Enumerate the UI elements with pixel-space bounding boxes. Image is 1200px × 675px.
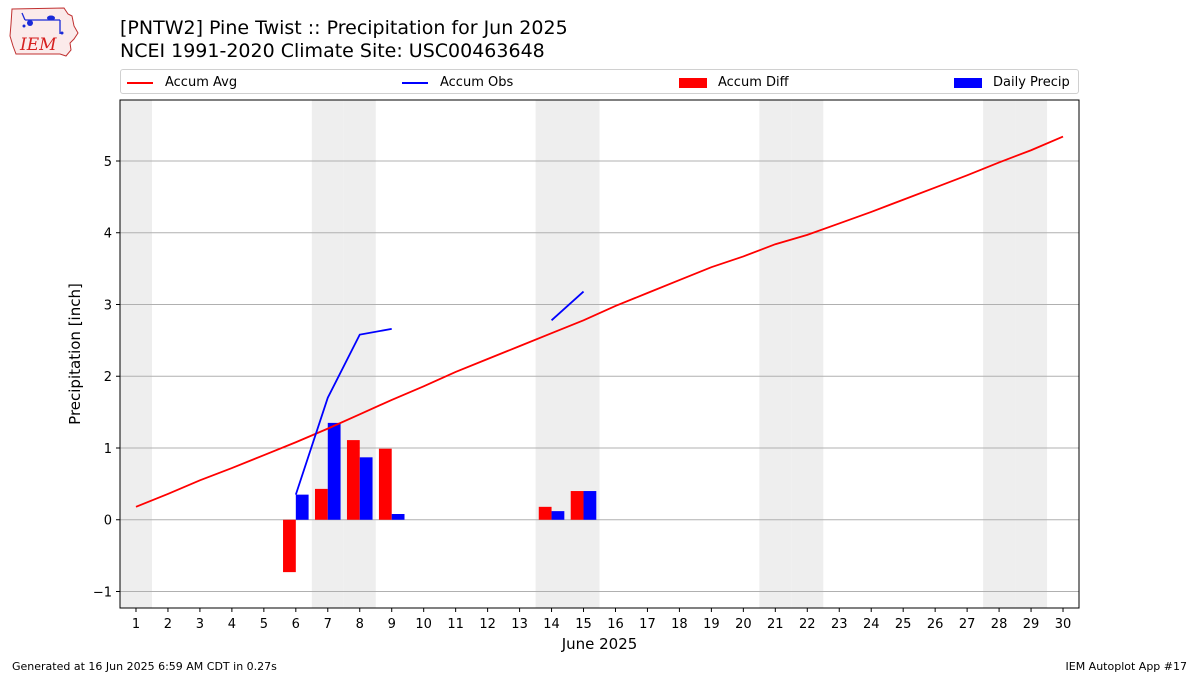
legend-label-accum-obs: Accum Obs: [440, 75, 514, 90]
y-axis-label: Precipitation [inch]: [66, 283, 84, 425]
legend-swatch-accum-diff: [679, 77, 707, 88]
svg-text:IEM: IEM: [19, 35, 57, 55]
weekend-band-1: [120, 100, 152, 608]
x-tick-label-29: 29: [1023, 617, 1040, 632]
daily-precip-bar-6: [295, 494, 309, 520]
legend-item-accum-avg: Accum Avg: [127, 70, 237, 95]
weekend-band-22: [791, 100, 824, 608]
legend-label-accum-diff: Accum Diff: [718, 75, 789, 90]
chart-subtitle: NCEI 1991-2020 Climate Site: USC00463648: [120, 40, 545, 62]
x-tick-label-30: 30: [1055, 617, 1072, 632]
y-tick-label--1: −1: [93, 585, 112, 600]
legend-label-accum-avg: Accum Avg: [165, 75, 238, 90]
x-tick-label-3: 3: [196, 617, 204, 632]
x-tick-label-25: 25: [895, 617, 912, 632]
legend-swatch-daily-precip: [954, 77, 982, 88]
accum-obs-line-segment-2: [550, 290, 585, 321]
x-tick-label-4: 4: [228, 617, 236, 632]
x-tick-label-12: 12: [479, 617, 496, 632]
x-tick-label-22: 22: [799, 617, 816, 632]
x-tick-label-2: 2: [164, 617, 172, 632]
weekend-band-14: [535, 100, 568, 608]
iem-logo-icon: IEM: [9, 7, 79, 57]
x-tick-label-15: 15: [575, 617, 592, 632]
accum-diff-bar-14: [538, 506, 552, 520]
x-tick-label-7: 7: [324, 617, 332, 632]
x-axis-label: June 2025: [561, 635, 638, 653]
y-tick-label-1: 1: [104, 442, 112, 457]
accum-diff-bar-6: [283, 519, 296, 573]
chart-legend: Accum Avg Accum Obs Accum Diff Daily Pre…: [120, 69, 1079, 94]
weekend-band-15: [567, 100, 600, 608]
legend-swatch-accum-obs: [402, 81, 428, 84]
daily-precip-bar-9: [391, 514, 405, 520]
weekend-band-29: [1015, 100, 1048, 608]
x-tick-label-6: 6: [292, 617, 300, 632]
daily-precip-bar-7: [327, 422, 341, 520]
x-tick-label-8: 8: [356, 617, 364, 632]
weekend-band-7: [311, 100, 344, 608]
accum-diff-bar-9: [378, 448, 392, 520]
x-tick-label-10: 10: [415, 617, 432, 632]
x-tick-label-17: 17: [639, 617, 656, 632]
x-tick-label-16: 16: [607, 617, 624, 632]
accum-diff-bar-15: [570, 491, 584, 520]
y-tick-label-3: 3: [104, 298, 112, 313]
accum-avg-line-segment-1: [135, 135, 1064, 508]
app-label: IEM Autoplot App #17: [1065, 660, 1188, 673]
weekend-band-21: [759, 100, 792, 608]
y-tick-label-0: 0: [104, 514, 112, 529]
legend-swatch-accum-avg: [127, 81, 153, 84]
x-tick-label-11: 11: [447, 617, 464, 632]
x-tick-label-1: 1: [132, 617, 140, 632]
y-tick-label-4: 4: [104, 227, 112, 242]
x-tick-label-9: 9: [388, 617, 396, 632]
accum-obs-line-segment-1: [294, 328, 392, 495]
x-tick-label-20: 20: [735, 617, 752, 632]
legend-item-accum-diff: Accum Diff: [679, 70, 789, 95]
legend-item-daily-precip: Daily Precip: [954, 70, 1070, 95]
x-tick-label-18: 18: [671, 617, 688, 632]
x-tick-label-14: 14: [543, 617, 560, 632]
legend-label-daily-precip: Daily Precip: [993, 75, 1070, 90]
iem-logo: IEM: [8, 6, 80, 62]
y-tick-label-5: 5: [104, 155, 112, 170]
legend-item-accum-obs: Accum Obs: [402, 70, 513, 95]
weekend-band-28: [983, 100, 1016, 608]
y-tick-label-2: 2: [104, 370, 112, 385]
x-tick-label-21: 21: [767, 617, 784, 632]
daily-precip-bar-8: [359, 457, 373, 520]
daily-precip-bar-14: [551, 511, 565, 520]
weekend-band-8: [343, 100, 376, 608]
x-tick-label-28: 28: [991, 617, 1008, 632]
x-tick-label-26: 26: [927, 617, 944, 632]
x-tick-label-27: 27: [959, 617, 976, 632]
x-tick-label-24: 24: [863, 617, 880, 632]
accum-diff-bar-7: [314, 488, 328, 520]
chart-title: [PNTW2] Pine Twist :: Precipitation for …: [120, 17, 568, 39]
generated-timestamp: Generated at 16 Jun 2025 6:59 AM CDT in …: [12, 660, 277, 673]
daily-precip-bar-15: [583, 491, 597, 520]
x-tick-label-13: 13: [511, 617, 528, 632]
x-tick-label-19: 19: [703, 617, 720, 632]
x-tick-label-23: 23: [831, 617, 848, 632]
x-tick-label-5: 5: [260, 617, 268, 632]
plot-frame: [119, 99, 1080, 609]
accum-diff-bar-8: [346, 440, 360, 520]
